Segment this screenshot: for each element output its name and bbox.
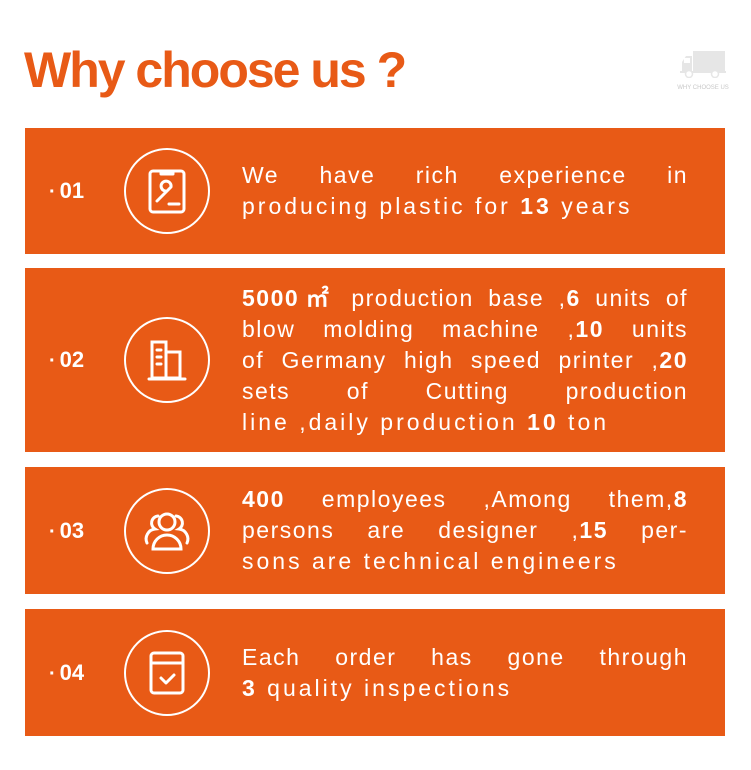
description-line: Each order has gone through xyxy=(242,642,688,673)
icon-circle xyxy=(124,487,210,574)
card-number: · 01 xyxy=(49,178,84,204)
feature-card-01: · 01 We have rich experience in producing p… xyxy=(25,128,725,254)
highlight-number: 6 xyxy=(566,284,581,311)
highlight-number: 8 xyxy=(673,486,688,512)
text-segment: employees ,Among them, xyxy=(284,486,674,512)
text-segment: persons are designer , xyxy=(242,517,580,543)
card-description: 5000㎡ production base ,6 units of blow mo… xyxy=(242,283,688,438)
description-line: 5000㎡ production base ,6 units of xyxy=(242,283,688,314)
text-segment: ton xyxy=(558,408,610,435)
description-line: sets of Cutting production xyxy=(242,376,688,407)
description-line: sons are technical engineers xyxy=(242,546,688,577)
text-segment: quality inspections xyxy=(257,674,513,701)
icon-circle xyxy=(124,148,210,234)
description-line: We have rich experience in xyxy=(242,160,688,191)
highlight-number: 5000㎡ xyxy=(242,284,337,311)
text-segment: production base , xyxy=(336,284,567,311)
text-segment: years xyxy=(551,193,633,219)
card-description: Each order has gone through 3 quality ins… xyxy=(242,642,688,704)
text-segment: sons are technical engineers xyxy=(242,548,619,574)
text-segment: units of xyxy=(580,284,689,311)
checklist-icon xyxy=(147,650,187,696)
feature-card-02: · 02 5000㎡ production base ,6 units of blow… xyxy=(25,268,725,452)
description-line: producing plastic for 13 years xyxy=(242,191,688,222)
card-number: · 02 xyxy=(49,347,84,373)
icon-circle xyxy=(124,629,210,716)
highlight-number: 15 xyxy=(579,517,609,543)
description-line: persons are designer ,15 per- xyxy=(242,515,688,546)
highlight-number: 10 xyxy=(527,408,559,435)
description-line: of Germany high speed printer ,20 xyxy=(242,345,688,376)
feature-card-03: · 03 400 employees ,Among them,8 persons ar… xyxy=(25,467,725,594)
description-line: line ,daily production 10 ton xyxy=(242,407,688,438)
highlight-number: 3 xyxy=(242,674,258,701)
text-segment: Each order has gone through xyxy=(242,643,688,670)
text-segment: sets of Cutting production xyxy=(242,377,688,404)
feature-card-04: · 04 Each order has gone through 3 quality … xyxy=(25,609,725,736)
card-number: · 03 xyxy=(49,518,84,544)
card-description: 400 employees ,Among them,8 persons are d… xyxy=(242,484,688,577)
card-number: · 04 xyxy=(49,660,84,686)
description-line: 3 quality inspections xyxy=(242,673,688,704)
description-line: 400 employees ,Among them,8 xyxy=(242,484,688,515)
bullet-dot: · xyxy=(49,662,56,685)
clipboard-wrench-icon xyxy=(147,167,187,215)
text-segment: of Germany high speed printer , xyxy=(242,346,660,373)
icon-circle xyxy=(124,317,210,403)
card-number-text: 04 xyxy=(59,659,85,685)
description-line: blow molding machine ,10 units xyxy=(242,314,688,345)
users-icon xyxy=(143,509,191,553)
text-segment: per- xyxy=(608,517,688,543)
truck-icon xyxy=(680,51,726,79)
badge-text: WHY CHOOSE US xyxy=(677,85,729,91)
card-number-text: 01 xyxy=(59,178,85,203)
bullet-dot: · xyxy=(49,181,56,203)
card-number-text: 02 xyxy=(59,347,85,372)
why-choose-us-badge: WHY CHOOSE US xyxy=(676,50,730,91)
highlight-number: 20 xyxy=(659,346,688,373)
text-segment: line ,daily production xyxy=(242,408,528,435)
card-number-text: 03 xyxy=(59,517,85,543)
buildings-icon xyxy=(147,336,187,384)
highlight-number: 13 xyxy=(520,193,552,219)
bullet-dot: · xyxy=(49,520,56,543)
text-segment: We have rich experience in xyxy=(242,162,688,188)
highlight-number: 400 xyxy=(242,486,285,512)
highlight-number: 10 xyxy=(575,315,604,342)
page-title: Why choose us ? xyxy=(24,42,407,98)
text-segment: units xyxy=(604,315,688,342)
text-segment: blow molding machine , xyxy=(242,315,576,342)
bullet-dot: · xyxy=(49,350,56,372)
card-description: We have rich experience in producing plas… xyxy=(242,160,688,222)
text-segment: producing plastic for xyxy=(242,193,521,219)
